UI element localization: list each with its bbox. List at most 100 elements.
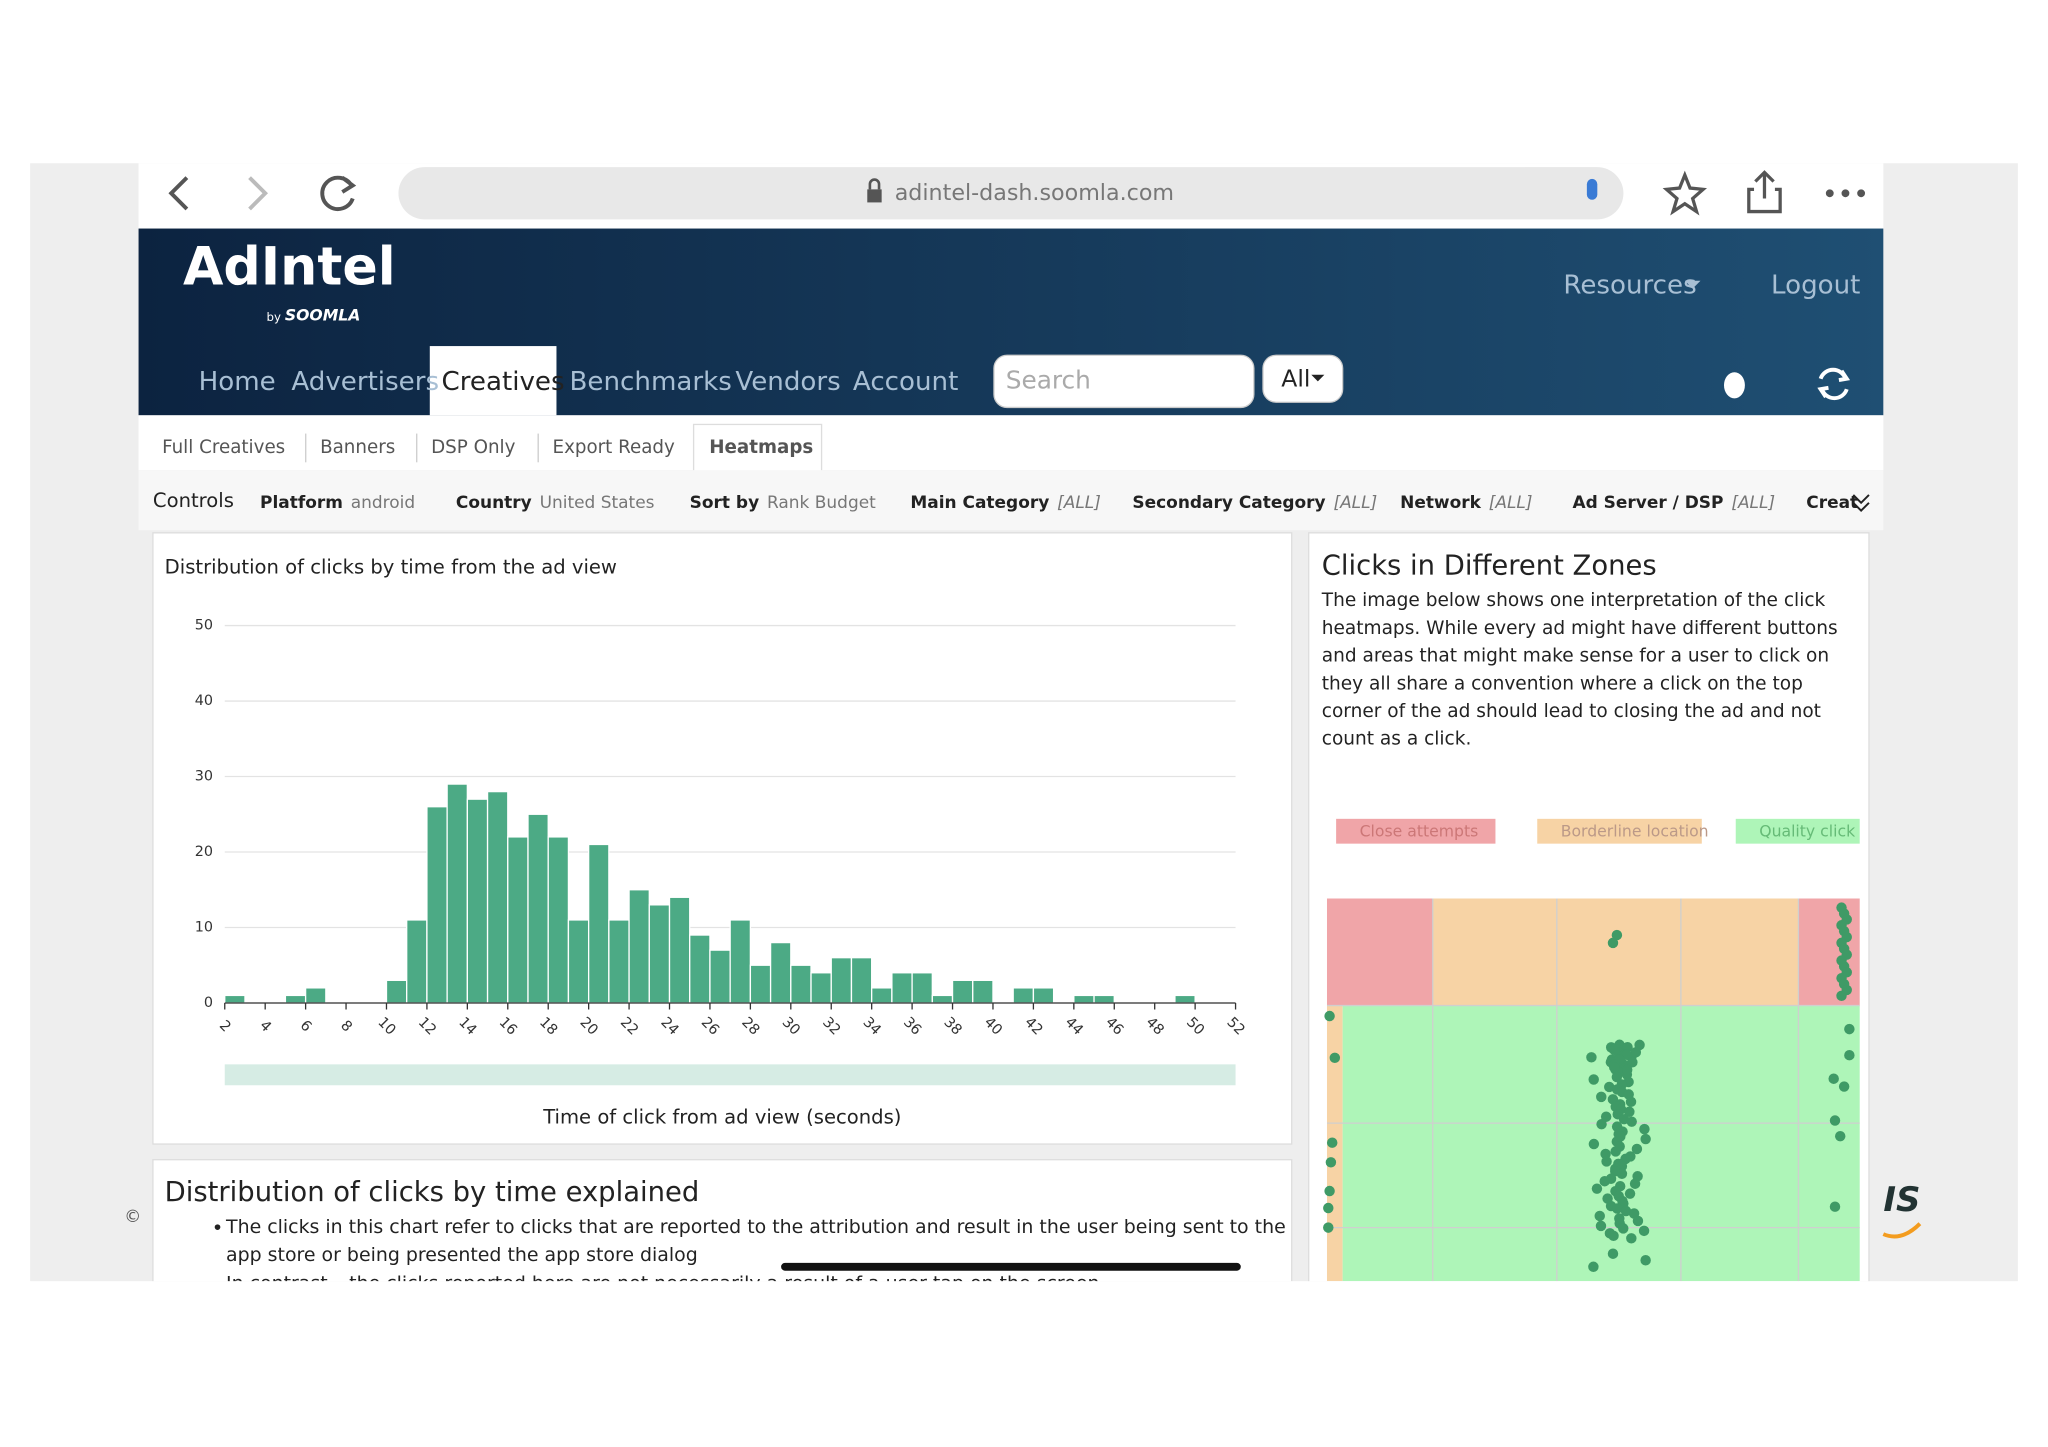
bar [629,890,649,1003]
heatmap-dot [1630,1178,1640,1188]
heatmap-dot [1631,1047,1641,1057]
heatmap-dot [1596,1221,1606,1231]
control-label[interactable]: Creat [1806,493,1858,513]
heatmap-dot [1323,1222,1333,1232]
bar [831,958,851,1003]
heatmap-dot [1639,1226,1649,1236]
nav-item[interactable]: Benchmarks [570,367,732,397]
subtab[interactable]: DSP Only [431,437,516,458]
bar [589,844,609,1003]
heatmap-dot [1617,1169,1627,1179]
bar [973,980,993,1003]
heatmap [1323,898,1860,1292]
bar [568,920,588,1003]
heatmap-dot [1830,1201,1840,1211]
bar [953,980,973,1003]
bar [407,920,427,1003]
zones-text: and areas that might make sense for a us… [1322,646,1829,667]
chart-panel [153,533,1292,1144]
heatmap-dot [1612,1203,1622,1213]
y-tick-label: 10 [195,919,213,935]
heatmap-dot [1839,1081,1849,1091]
bar [386,980,406,1003]
control-value: [ALL] [1731,493,1775,513]
bar [508,837,528,1003]
logo-by: by [267,310,281,324]
bullet: • [212,1216,224,1239]
heatmap-dot [1324,1186,1334,1196]
heatmap-dot [1830,1115,1840,1125]
bar [225,995,245,1003]
y-tick-label: 0 [204,995,213,1011]
heatmap-dot [1844,1050,1854,1060]
heatmap-dot [1608,938,1618,948]
bug-icon[interactable] [1724,372,1745,398]
control-label[interactable]: Country [456,493,532,513]
control-label[interactable]: Secondary Category [1132,493,1325,513]
control-label[interactable]: Network [1400,493,1482,513]
heatmap-dot [1586,1052,1596,1062]
y-tick-label: 50 [195,618,213,634]
x-axis-label: Time of click from ad view (seconds) [542,1105,901,1128]
bar [710,950,730,1003]
zones-title: Clicks in Different Zones [1322,550,1657,581]
nav-item[interactable]: Home [199,367,276,397]
explained-text: app store or being presented the app sto… [226,1244,698,1266]
heatmap-dot [1609,1045,1619,1055]
heatmap-dot [1640,1134,1650,1144]
bar [467,799,487,1003]
heatmap-dot [1589,1139,1599,1149]
header-menu-item[interactable]: Logout [1771,271,1860,301]
control-label[interactable]: Platform [260,493,343,513]
heatmap-dot [1588,1262,1598,1272]
legend-label: Borderline location [1561,821,1709,840]
bar [427,807,447,1003]
heatmap-dot [1626,1233,1636,1243]
more-icon[interactable] [1826,189,1865,197]
nav-item[interactable]: Account [853,367,958,397]
y-tick-label: 30 [195,769,213,785]
bar [872,988,892,1003]
subtab[interactable]: Heatmaps [709,437,813,458]
heatmap-dot [1836,991,1846,1001]
explained-text: In contrast – the clicks reported here a… [226,1272,1099,1294]
body: • Distribution of clicks by time from th… [0,0,2048,1447]
bar [528,814,548,1003]
filter-label: All [1281,365,1310,393]
bar [488,792,508,1003]
control-label[interactable]: Sort by [690,493,759,513]
bar [851,958,871,1003]
range-slider[interactable] [225,1064,1236,1085]
legend-label: Close attempts [1360,821,1479,840]
zones-text: heatmaps. While every ad might have diff… [1322,618,1838,639]
bar [750,965,770,1003]
heatmap-dot [1625,1188,1635,1198]
control-label[interactable]: Ad Server / DSP [1573,493,1724,513]
bar [1175,995,1195,1003]
bar [811,973,831,1003]
mic-icon[interactable] [1587,179,1597,200]
subtab[interactable]: Export Ready [553,437,675,458]
subtab-bar [139,415,1884,470]
content: • Distribution of clicks by time from th… [153,533,1883,1317]
subtab[interactable]: Full Creatives [162,437,285,458]
heatmap-dot [1599,1176,1609,1186]
subtab[interactable]: Banners [320,437,395,458]
zones-text: they all share a convention where a clic… [1322,673,1803,694]
bar [649,905,669,1003]
heatmap-dot [1609,1062,1619,1072]
nav-item[interactable]: Advertisers [291,367,439,397]
lock-icon [867,189,881,202]
heatmap-dot [1626,1097,1636,1107]
chart-title: Distribution of clicks by time from the … [165,556,617,579]
logo-brand: SOOMLA [285,306,361,325]
heatmap-dot [1596,1119,1606,1129]
nav-item[interactable]: Creatives [442,367,565,397]
search-placeholder: Search [1006,365,1091,394]
header-menu-item[interactable]: Resources [1563,271,1696,301]
control-value: [ALL] [1333,493,1377,513]
control-label[interactable]: Main Category [910,493,1049,513]
bar [690,935,710,1003]
nav-item[interactable]: Vendors [735,367,840,397]
heatmap-dot [1323,1203,1333,1213]
